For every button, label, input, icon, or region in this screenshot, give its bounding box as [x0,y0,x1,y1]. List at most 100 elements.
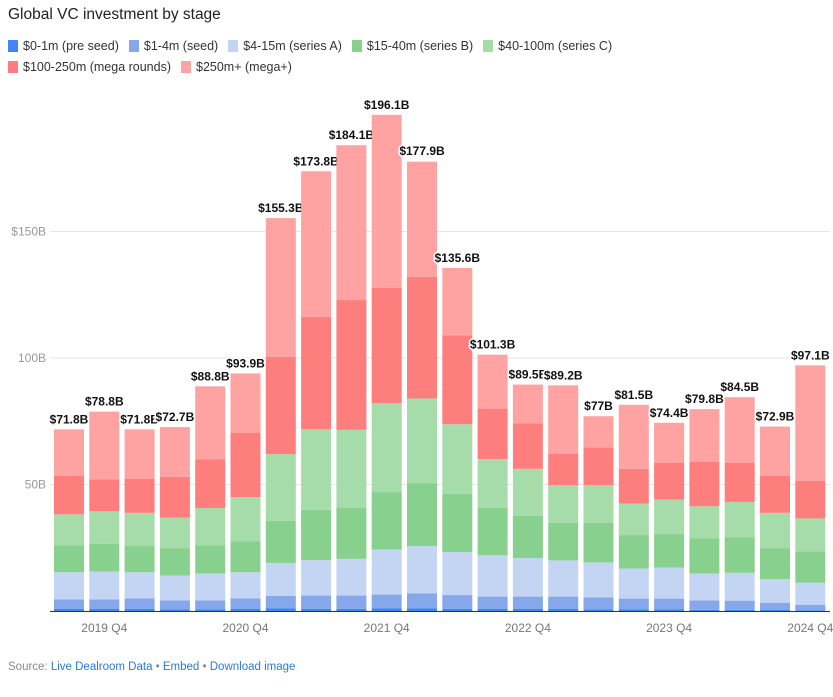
bar-segment [265,218,296,357]
total-label: $72.9B [756,410,795,424]
bar-segment [654,534,685,568]
bar-segment [477,596,508,609]
bar-segment [618,609,649,611]
y-tick-label: 50B [25,478,46,492]
legend-item[interactable]: $0-1m (pre seed) [8,36,119,57]
bar-segment [795,582,826,605]
bar-segment [795,610,826,611]
bar-segment [618,568,649,599]
bar-segment [265,454,296,521]
bar-segment [654,462,685,500]
bar-segment [89,411,120,480]
legend-label: $0-1m (pre seed) [23,39,119,53]
bar-segment [512,515,543,559]
total-label: $74.4B [650,406,689,420]
bar-segment [124,478,155,513]
legend-swatch [181,61,191,73]
bar-segment [336,300,367,430]
legend-label: $40-100m (series C) [498,39,613,53]
legend-swatch [228,40,239,52]
legend-label: $100-250m (mega rounds) [23,60,171,74]
bar-segment [724,397,755,463]
bar-segment [760,579,790,603]
bar-segment [512,608,543,611]
bar-segment [371,492,402,550]
bar-segment [583,562,614,598]
bar-segment [407,483,437,546]
bar-segment [265,520,296,563]
x-tick-label: 2020 Q4 [222,621,268,635]
legend-item[interactable]: $1-4m (seed) [128,36,219,57]
chart-legend: $0-1m (pre seed) $1-4m (seed) $4-15m (seri… [8,36,768,78]
embed-link[interactable]: Embed [162,661,200,673]
bar-segment [760,602,790,610]
bar-segment [230,608,261,611]
bar-segment [689,600,720,610]
x-tick-label: 2023 Q4 [646,621,692,635]
bar-segment [477,408,508,460]
bar-segment [654,422,685,463]
legend-label: $1-4m (seed) [143,39,219,53]
total-label: $78.8B [85,395,124,409]
bar-segment [724,609,755,611]
bar-segment [689,573,720,601]
bar-segment [442,595,473,609]
bar-segment [230,541,261,573]
bar-segment [195,573,226,601]
legend-item[interactable]: $100-250m (mega rounds) [8,57,171,78]
chart-title: Global VC investment by stage [8,6,221,23]
x-tick-label: 2024 Q4 [787,621,833,635]
bar-segment [336,508,367,559]
bar-segment [477,354,508,409]
x-tick-label: 2021 Q4 [364,621,410,635]
legend-item[interactable]: $40-100m (series C) [483,36,612,57]
total-label: $93.9B [226,356,265,370]
bar-segment [89,511,120,544]
download-image-link[interactable]: Download image [209,661,296,673]
bar-segment [301,171,332,318]
y-tick-label: $150B [11,225,46,239]
bar-segment [336,429,367,509]
bar-segment [265,562,296,596]
bar-segment [124,608,155,611]
total-label: $88.8B [191,369,230,383]
bar-segment [195,386,226,460]
bar-segment [336,608,367,611]
bar-segment [512,596,543,609]
bar-segment [654,499,685,535]
bar-segment [371,608,402,611]
bar-segment [583,609,614,611]
source-link[interactable]: Live Dealroom Data [50,661,153,673]
bar-segment [795,480,826,519]
bar-segment [724,572,755,601]
bar-segment [195,609,226,611]
legend-swatch [128,40,139,52]
legend-item[interactable]: $15-40m (series B) [351,36,473,57]
bar-segment [371,114,402,288]
separator: • [152,661,163,673]
bar-segment [195,508,226,546]
bar-segment [795,365,826,481]
bar-segment [230,572,261,599]
bar-segment [230,598,261,609]
bar-segment [512,468,543,516]
bar-segment [407,608,437,611]
bar-segment [477,555,508,597]
bar-segment [54,429,84,476]
bar-segment [407,276,437,399]
bar-segment [442,608,473,611]
bar-segment [371,403,402,493]
bar-segment [583,447,614,486]
legend-item[interactable]: $4-15m (series A) [228,36,342,57]
bar-segment [618,535,649,569]
bar-segment [89,608,120,611]
total-label: $71.8B [120,412,159,426]
bar-segment [583,485,614,523]
bar-segment [89,599,120,609]
total-label: $101.3B [470,338,516,352]
bar-segment [407,161,437,277]
bar-segment [760,475,790,513]
bar-segment [195,600,226,610]
legend-item[interactable]: $250m+ (mega+) [181,57,292,78]
bar-segment [724,501,755,538]
